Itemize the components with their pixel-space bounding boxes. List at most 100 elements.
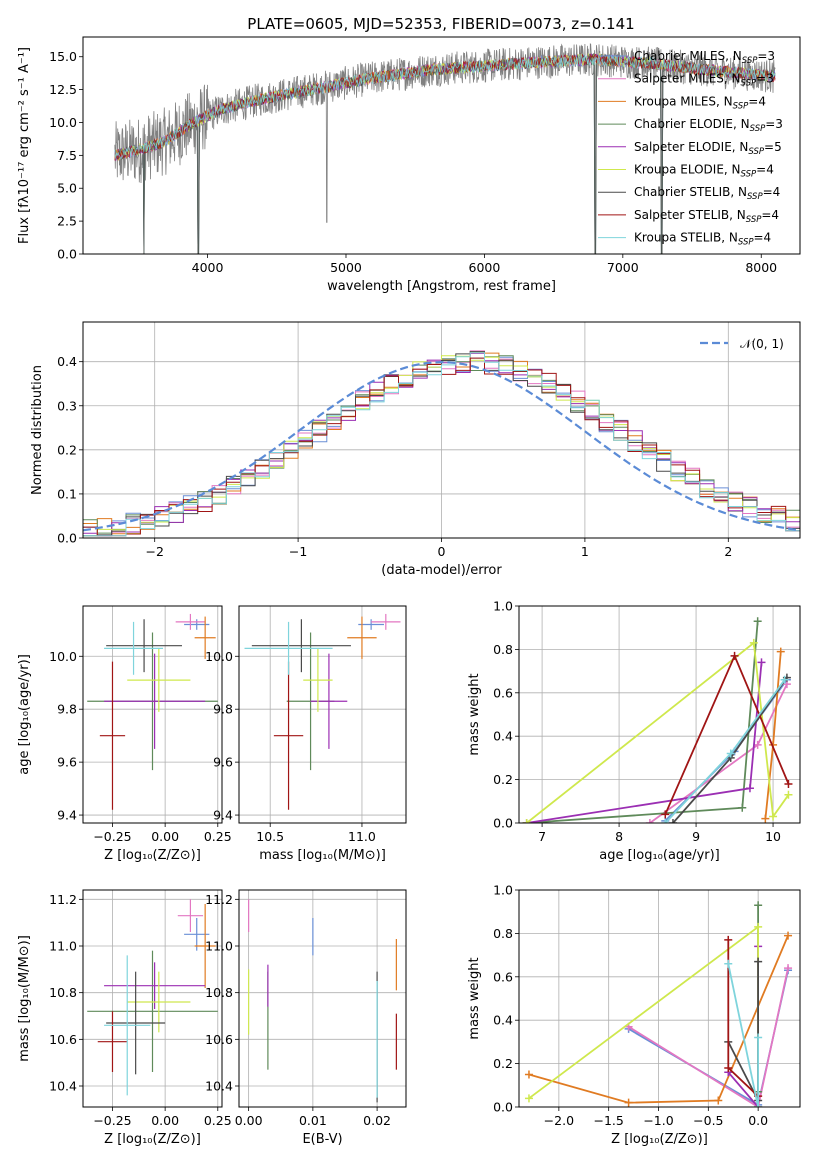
legend-count: =3: [757, 49, 775, 63]
y-tick-label: 15.0: [49, 49, 77, 64]
y-axis-label: mass weight: [467, 673, 482, 755]
y-axis-label: mass [log₁₀(M/M⊙)]: [17, 935, 32, 1062]
x-tick-label: 8: [615, 829, 623, 844]
residuals-histogram: −2 −1 0 1 2 0.0 0.1 0.2 0.3 0.4 (data-model)/error…: [30, 321, 801, 578]
legend-entry: Salpeter STELIB, NSSP=4: [634, 208, 779, 225]
weight-point-marker: [624, 1098, 633, 1107]
weight-point-marker: [754, 1103, 763, 1107]
histogram-step-line: [83, 352, 800, 537]
y-tick-label: 11.2: [49, 892, 77, 907]
weight-series-line: [727, 963, 759, 1107]
weight-series-line: [526, 641, 790, 823]
weight-point-marker: [668, 819, 677, 823]
x-tick-label: −2.0: [544, 1113, 574, 1128]
x-tick-label: 9: [692, 829, 700, 844]
y-tick-label: 2.5: [57, 214, 77, 229]
x-tick-label: 4000: [192, 260, 224, 275]
y-tick-label: 1.0: [493, 599, 513, 614]
x-tick-label: 0.00: [151, 829, 179, 844]
axes-frame: [82, 321, 801, 539]
mass-weight-vs-metallicity-plot: −2.0 −1.5 −1.0 −0.5 0.0 0.0 0.2 0.4 0.6 0.8 1.0 Z […: [467, 883, 801, 1147]
x-axis-label: Z [log₁₀(Z/Z⊙)]: [611, 1132, 708, 1147]
weight-point-marker: [754, 957, 763, 966]
legend-subscript: SSP: [741, 170, 757, 180]
y-tick-label: 9.8: [213, 702, 233, 717]
x-axis-label: Z [log₁₀(Z/Z⊙)]: [104, 848, 201, 863]
spectrum-model-line: [114, 54, 776, 159]
weight-series-line: [528, 935, 789, 1104]
y-tick-label: 0.8: [493, 642, 513, 657]
axes-frame: [82, 36, 801, 255]
y-tick-label: 11.0: [49, 939, 77, 954]
weight-point-marker: [661, 819, 670, 823]
y-axis-label: Flux [fλ10⁻¹⁷ erg cm⁻² s⁻¹ A⁻¹]: [17, 47, 32, 244]
legend-text: Kroupa MILES, N: [634, 94, 733, 108]
x-tick-label: −0.25: [93, 829, 131, 844]
x-tick-label: 11.0: [348, 829, 376, 844]
weight-series-line: [526, 662, 763, 823]
plot-area: [87, 613, 218, 810]
x-tick-label: −1: [289, 544, 307, 559]
y-tick-label: 1.0: [493, 883, 513, 898]
legend-text: Salpeter MILES, N: [634, 72, 741, 86]
legend-text: Chabrier STELIB, N: [634, 185, 747, 199]
axes-frame: [518, 889, 801, 1108]
y-tick-label: 5.0: [57, 181, 77, 196]
legend-count: =4: [754, 231, 772, 245]
legend-subscript: SSP: [747, 192, 763, 202]
y-tick-label: 0.4: [493, 729, 513, 744]
x-tick-label: 6000: [469, 260, 501, 275]
weight-point-marker: [757, 658, 766, 667]
x-tick-label: −1.0: [643, 1113, 673, 1128]
y-tick-label: 9.6: [213, 755, 233, 770]
y-tick-label: 9.8: [57, 702, 77, 717]
y-tick-label: 10.6: [49, 1032, 77, 1047]
plot-area: [83, 350, 800, 537]
legend-subscript: SSP: [746, 215, 762, 225]
x-tick-label: 5000: [330, 260, 362, 275]
y-tick-label: 10.4: [205, 1079, 233, 1094]
x-tick-label: 10: [765, 829, 781, 844]
y-tick-label: 11.2: [205, 892, 233, 907]
x-tick-label: 0.01: [299, 1113, 327, 1128]
x-tick-label: 0.25: [204, 829, 232, 844]
legend-entry: Kroupa ELODIE, NSSP=4: [634, 163, 774, 180]
weight-point-marker: [724, 959, 733, 968]
x-tick-label: −0.25: [93, 1113, 131, 1128]
y-tick-label: 10.6: [205, 1032, 233, 1047]
weight-point-marker: [738, 803, 747, 812]
weight-point-marker: [745, 784, 754, 793]
legend-text: Salpeter STELIB, N: [634, 208, 746, 222]
weight-point-marker: [753, 617, 762, 626]
weight-point-marker: [726, 749, 735, 758]
legend-count: =4: [761, 208, 779, 222]
plot-area: [244, 613, 401, 810]
x-tick-label: 8000: [745, 260, 777, 275]
legend-entry: Salpeter ELODIE, NSSP=5: [634, 140, 782, 157]
weight-point-marker: [754, 1033, 763, 1042]
weight-point-marker: [754, 922, 763, 931]
x-axis-label: mass [log₁₀(M/M⊙)]: [259, 848, 386, 863]
y-tick-label: 10.0: [49, 649, 77, 664]
legend-count: =4: [748, 94, 766, 108]
axes-frame: [518, 605, 801, 824]
y-tick-label: 10.0: [49, 115, 77, 130]
weight-point-marker: [749, 638, 758, 647]
y-tick-label: 11.0: [205, 939, 233, 954]
x-tick-label: 0.00: [151, 1113, 179, 1128]
plot-area: [522, 617, 793, 823]
x-tick-label: 0.00: [235, 1113, 263, 1128]
legend-count: =4: [763, 185, 781, 199]
y-tick-label: 10.8: [49, 985, 77, 1000]
legend-subscript: SSP: [733, 101, 749, 111]
x-tick-label: −0.5: [693, 1113, 723, 1128]
y-axis-label: mass weight: [467, 957, 482, 1039]
x-tick-label: 7000: [607, 260, 639, 275]
y-tick-label: 0.0: [493, 816, 513, 831]
legend-entry: Kroupa STELIB, NSSP=4: [634, 231, 771, 248]
legend-subscript: SSP: [748, 147, 764, 157]
x-axis-label: wavelength [Angstrom, rest frame]: [327, 279, 556, 294]
weight-point-marker: [784, 790, 793, 799]
y-tick-label: 0.2: [493, 772, 513, 787]
weight-point-marker: [769, 812, 778, 821]
